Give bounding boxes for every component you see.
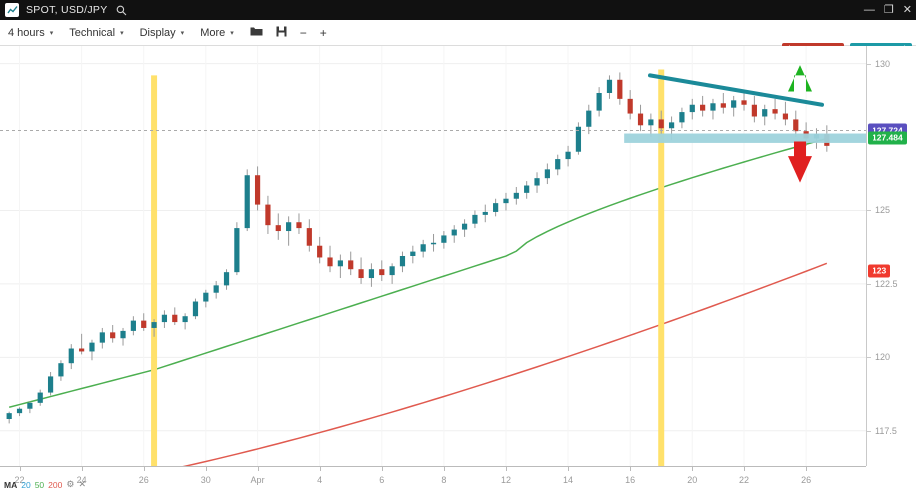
chevron-down-icon: ▾ xyxy=(120,29,124,37)
toolbar-icons: − + xyxy=(250,26,327,39)
x-axis-tick xyxy=(505,467,507,471)
x-axis-tick xyxy=(692,467,694,471)
y-axis-tick xyxy=(867,210,871,212)
ma-period-200[interactable]: 200 xyxy=(48,479,63,490)
y-axis-label: 120 xyxy=(875,352,891,363)
x-axis-tick xyxy=(568,467,570,471)
x-axis-label: 24 xyxy=(76,475,87,485)
x-axis-label: 26 xyxy=(138,475,149,485)
x-axis-tick xyxy=(319,467,321,471)
y-axis-label: 130 xyxy=(875,58,891,69)
x-axis-label: 16 xyxy=(625,475,636,485)
time-axis[interactable]: 22 24 26 30 Apr 4 6 8 12 14 16 20 22 26 xyxy=(0,466,866,493)
ma-period-50[interactable]: 50 xyxy=(34,479,45,490)
y-axis-tick xyxy=(867,63,871,65)
x-axis-label: 22 xyxy=(14,475,25,485)
y-axis-label: 117.5 xyxy=(875,425,897,436)
y-axis-tick xyxy=(867,283,871,285)
zoom-in-button[interactable]: + xyxy=(319,25,327,40)
display-label: Display xyxy=(139,26,176,39)
y-axis-label: 122.5 xyxy=(875,278,898,289)
timeframe-label: 4 hours xyxy=(8,26,45,39)
price-plot-area[interactable] xyxy=(0,46,866,466)
folder-open-icon[interactable] xyxy=(250,26,263,39)
x-axis-tick xyxy=(257,467,259,471)
close-icon[interactable]: ✕ xyxy=(78,479,86,489)
y-axis-tick xyxy=(867,357,871,359)
x-axis-label: 22 xyxy=(739,475,750,485)
search-icon[interactable] xyxy=(116,5,127,16)
display-menu[interactable]: Display ▾ xyxy=(132,20,193,46)
more-label: More xyxy=(200,26,226,39)
x-axis-tick xyxy=(744,467,746,471)
minimize-button[interactable]: — xyxy=(863,3,875,16)
x-axis-tick xyxy=(443,467,445,471)
x-axis-tick xyxy=(381,467,383,471)
x-axis-tick xyxy=(143,467,145,471)
y-axis-label: 125 xyxy=(875,205,891,216)
x-axis-label: 14 xyxy=(563,475,574,485)
x-axis-label: 8 xyxy=(441,475,447,485)
x-axis-label: 30 xyxy=(200,475,211,485)
x-axis-tick xyxy=(19,467,21,471)
x-axis-tick xyxy=(630,467,632,471)
more-menu[interactable]: More ▾ xyxy=(192,20,242,46)
chevron-down-icon: ▾ xyxy=(49,29,54,37)
x-axis-tick xyxy=(205,467,207,471)
indicator-legend[interactable]: MA 20 50 200 ⚙ ✕ xyxy=(4,479,86,490)
window-controls: — ❐ ✕ xyxy=(864,0,912,20)
window-title: SPOT, USD/JPY xyxy=(26,4,108,16)
gear-icon[interactable]: ⚙ xyxy=(66,479,75,489)
title-bar: SPOT, USD/JPY — ❐ ✕ xyxy=(0,0,916,20)
ask-price-badge[interactable]: 127.484 xyxy=(868,131,907,145)
chart-line-icon xyxy=(5,3,19,17)
indicator-name: MA xyxy=(4,479,18,490)
toolbar: 4 hours ▾ Technical ▾ Display ▾ More ▾ xyxy=(0,20,916,60)
x-axis-label: 20 xyxy=(687,475,698,485)
technical-label: Technical xyxy=(69,26,116,39)
timeframe-selector[interactable]: 4 hours ▾ xyxy=(0,20,61,46)
candlestick-canvas xyxy=(0,46,866,466)
chevron-down-icon: ▾ xyxy=(230,29,234,37)
x-axis-tick xyxy=(81,467,83,471)
ma-period-20[interactable]: 20 xyxy=(21,479,31,490)
y-axis-tick xyxy=(867,430,871,432)
x-axis-label: 26 xyxy=(801,475,812,485)
x-axis-label: 12 xyxy=(500,475,511,485)
x-axis-label: Apr xyxy=(250,475,265,485)
zoom-out-button[interactable]: − xyxy=(299,25,307,40)
chevron-down-icon: ▾ xyxy=(180,29,185,37)
x-axis-label: 6 xyxy=(379,475,385,485)
x-axis-label: 4 xyxy=(317,475,323,485)
maximize-button[interactable]: ❐ xyxy=(883,3,894,16)
technical-menu[interactable]: Technical ▾ xyxy=(61,20,131,46)
close-button[interactable]: ✕ xyxy=(902,3,912,16)
save-disk-icon[interactable] xyxy=(276,26,287,39)
x-axis-tick xyxy=(806,467,808,471)
ma200-badge[interactable]: 123 xyxy=(868,264,891,278)
